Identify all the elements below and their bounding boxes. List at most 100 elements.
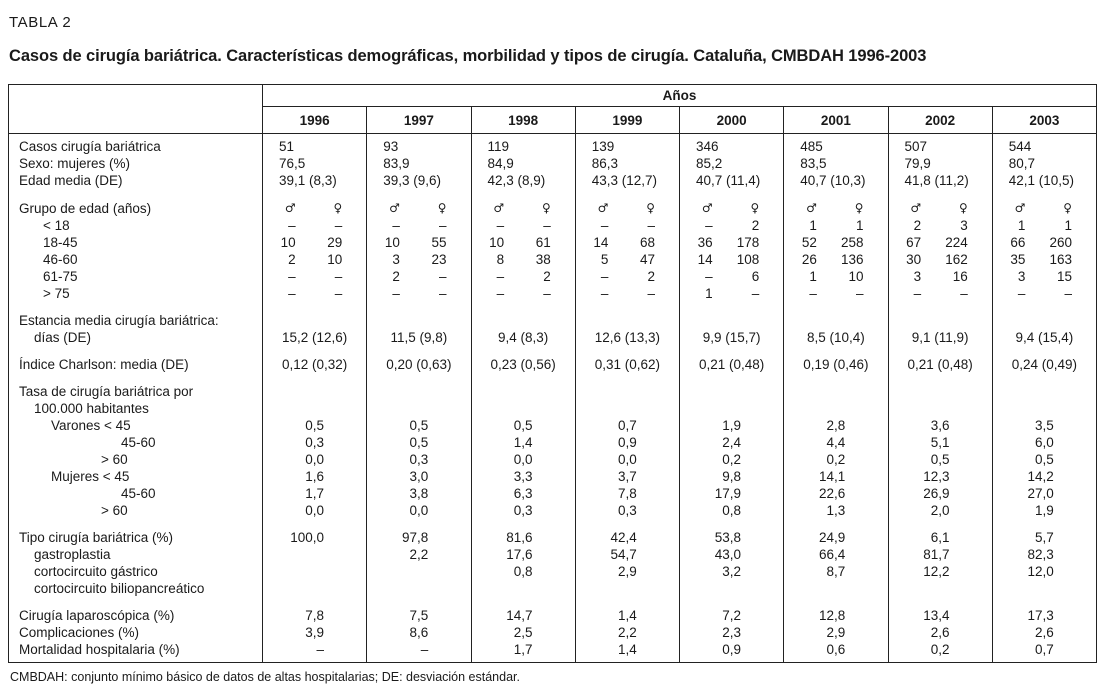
table-row: Edad media (DE) 39,1 (8,3) 39,3 (9,6) 42,3 … [9, 172, 1097, 189]
table-row: 45-60 0,3 0,5 1,4 0,9 2,4 4,4 5,1 6,0 [9, 434, 1097, 451]
female-count: – [543, 218, 551, 233]
value: 0,2 [826, 452, 846, 467]
male-count: – [809, 286, 817, 301]
value: 2,9 [617, 564, 637, 579]
table-row: Casos cirugía bariátrica 51 93 119 139 346 485… [9, 133, 1097, 155]
female-count: 162 [945, 252, 968, 267]
value: 3,7 [617, 469, 637, 484]
value: 81,6 [506, 530, 533, 545]
gender-values-cell: 10 55 [366, 234, 471, 251]
female-count: 178 [736, 235, 760, 250]
male-count: 1 [809, 218, 817, 233]
year-value-cell: 0,3 [574, 502, 680, 519]
row-label: > 60 [101, 452, 128, 467]
row-label: Casos cirugía bariátrica [19, 139, 161, 154]
year-value-cell: 12,2 [887, 563, 993, 580]
year-value-cell: 6,0 [991, 434, 1097, 451]
gender-values-cell: – – [261, 217, 367, 234]
value: 42,4 [610, 530, 637, 545]
empty-cell [991, 302, 1097, 329]
row-label: Varones < 45 [51, 418, 131, 433]
value: 0,5 [930, 452, 950, 467]
year-value-cell: 0,5 [470, 417, 576, 434]
female-count: 38 [535, 252, 551, 267]
gender-values-cell: – – [991, 285, 1097, 302]
row-label: Estancia media cirugía bariátrica: [19, 313, 219, 328]
value: 81,7 [923, 547, 950, 562]
year-value-cell: 15,2 (12,6) [261, 329, 367, 346]
year-value-cell: 6,1 [887, 519, 993, 546]
table-row: > 60 0,0 0,0 0,3 0,3 0,8 1,3 2,0 1,9 [9, 502, 1097, 519]
value: 2,9 [826, 625, 846, 640]
empty-cell [574, 302, 680, 329]
gender-values-cell: 2 10 [261, 251, 367, 268]
value: 3,8 [409, 486, 429, 501]
female-count: – [543, 286, 551, 301]
table-row: Mujeres < 45 1,6 3,0 3,3 3,7 9,8 14,1 12,3 14,2 [9, 468, 1097, 485]
male-count: 36 [697, 235, 713, 250]
year-value-cell [366, 563, 471, 580]
male-count: 5 [600, 252, 609, 267]
row-label: Complicaciones (%) [19, 625, 140, 640]
female-count: 23 [431, 252, 447, 267]
year-value-cell: 1,7 [470, 641, 576, 663]
year-column-header: 1999 [574, 106, 680, 134]
male-count: – [288, 269, 296, 284]
year-value-cell: 139 [574, 133, 680, 155]
year-value-cell [261, 563, 367, 580]
year-value-cell: 80,7 [991, 155, 1097, 172]
male-icon: ♂ [1014, 201, 1026, 215]
year-value-cell: 0,21 (0,48) [678, 346, 784, 373]
value: 0,3 [617, 503, 637, 518]
value: 14,2 [1027, 469, 1054, 484]
year-value-cell: 0,9 [574, 434, 680, 451]
value: 3,3 [513, 469, 533, 484]
value: 0,5 [1034, 452, 1054, 467]
year-value-cell [991, 580, 1097, 597]
row-label: días (DE) [34, 330, 92, 345]
value: 0,7 [617, 418, 637, 433]
value: 12,2 [923, 564, 950, 579]
gender-values-cell: 66 260 [991, 234, 1097, 251]
year-value-cell: 0,5 [887, 451, 993, 468]
year-value-cell [678, 580, 784, 597]
year-value-cell: 1,4 [574, 641, 680, 663]
year-value-cell: 86,3 [574, 155, 680, 172]
value: 14,1 [818, 469, 846, 484]
gender-values-cell: 1 10 [783, 268, 888, 285]
row-label: Mortalidad hospitalaria (%) [19, 642, 180, 657]
year-value-cell [470, 580, 576, 597]
year-value-cell: 14,7 [470, 597, 576, 624]
year-value-cell [783, 580, 888, 597]
gender-values-cell: 10 29 [261, 234, 367, 251]
year-value-cell: 3,8 [366, 485, 471, 502]
empty-cell [991, 373, 1097, 400]
row-label: 46-60 [43, 252, 78, 267]
value: 12,8 [818, 608, 846, 623]
gender-symbols-cell: ♂ ♀ [887, 189, 993, 217]
female-count: 68 [639, 235, 655, 250]
gender-values-cell: – – [261, 285, 367, 302]
value: 3,6 [930, 418, 950, 433]
value: 1,4 [617, 642, 637, 657]
female-count: 3 [960, 218, 968, 233]
value: 4,4 [826, 435, 846, 450]
year-value-cell [887, 580, 993, 597]
gender-values-cell: 2– [366, 268, 471, 285]
female-count: 16 [952, 269, 968, 284]
male-count: 1 [705, 286, 713, 301]
year-value-cell: 1,7 [261, 485, 367, 502]
year-value-cell: 81,7 [887, 546, 993, 563]
female-count: – [334, 218, 343, 233]
table-row: Mortalidad hospitalaria (%) – – 1,7 1,4 0,9 0,… [9, 641, 1097, 663]
year-value-cell: – [261, 641, 367, 663]
value: 17,9 [714, 486, 741, 501]
year-value-cell: 79,9 [887, 155, 993, 172]
year-column-header: 2001 [783, 106, 888, 134]
value: – [420, 642, 429, 657]
value: 5,1 [930, 435, 950, 450]
gender-symbols-cell: ♂ ♀ [574, 189, 680, 217]
empty-cell [366, 373, 471, 400]
year-value-cell: 3,6 [887, 417, 993, 434]
year-value-cell: 0,23 (0,56) [470, 346, 576, 373]
